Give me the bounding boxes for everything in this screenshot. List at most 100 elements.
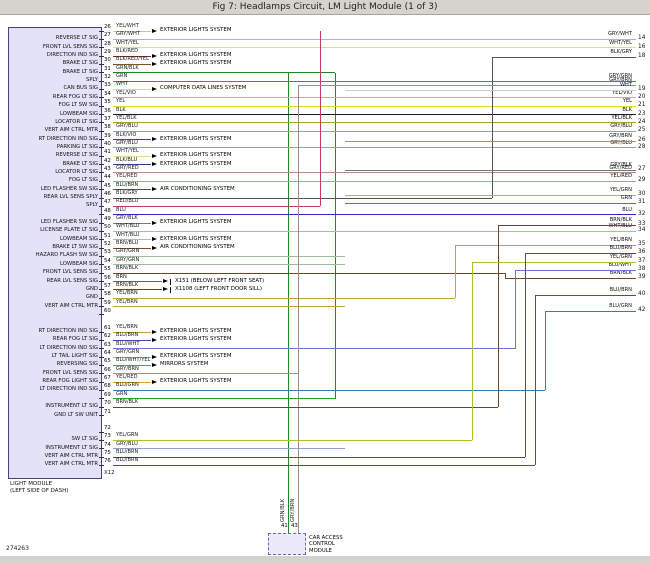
wire-horizontal: [113, 448, 345, 450]
right-pin-number: 18: [638, 53, 646, 59]
right-pin-number: 16: [638, 43, 646, 50]
signal-label: SPLY: [85, 202, 98, 209]
pin-number: 55: [104, 266, 111, 273]
bottom-pin-number: 43: [291, 523, 298, 529]
wire-horizontal: [99, 264, 104, 266]
arrowhead-icon: [152, 220, 157, 225]
right-pin-number: 37: [638, 258, 646, 264]
wire-horizontal: [113, 130, 636, 132]
pin-number: 49: [104, 216, 111, 223]
right-wire-label: BLU/WHT: [608, 262, 632, 268]
wire-horizontal: [99, 415, 104, 416]
wire-horizontal: [99, 456, 104, 458]
signal-label: LED FLASHER SW SIG: [40, 185, 98, 192]
arrowhead-icon: [152, 362, 157, 367]
right-pin-number: 33: [638, 221, 646, 227]
signal-label: BRAKE LT SIG: [62, 68, 98, 75]
right-pin-number: 30: [638, 191, 646, 197]
arrowhead-icon: [163, 279, 168, 283]
wire-horizontal: [99, 306, 104, 308]
wire-horizontal: [99, 214, 104, 216]
wire-horizontal: [113, 122, 636, 124]
pin-number: 40: [104, 140, 111, 147]
wire-color-label: BRN: [116, 273, 127, 280]
wire-vertical: [320, 31, 321, 207]
wire-color-label: GRY/BLU: [116, 123, 138, 130]
wire-horizontal: [113, 164, 151, 166]
system-label: EXTERIOR LIGHTS SYSTEM: [160, 235, 232, 242]
signal-label: GND LT SW UNIT: [54, 411, 98, 418]
wire-color-label: YEL/BLK: [116, 114, 137, 121]
right-pin-number: 20: [638, 93, 646, 100]
wire-horizontal: [113, 364, 151, 366]
wire-color-label: BLK/GRY: [116, 190, 138, 196]
right-pin-number: 27: [638, 166, 646, 172]
pin-number: 53: [104, 249, 111, 256]
right-pin-number: 14: [638, 35, 646, 42]
wire-color-label: BRN/BLK: [116, 399, 139, 406]
pin-number: 66: [104, 366, 111, 373]
pin-number: 43: [104, 165, 111, 172]
wire-horizontal: [113, 331, 151, 333]
signal-label: LOCATOR LT SIG: [55, 168, 98, 175]
signal-label: RT DIRECTION IND SIG: [38, 135, 98, 142]
wire-vertical: [335, 72, 336, 399]
wire-horizontal: [99, 439, 104, 441]
pin-number: 75: [104, 450, 111, 457]
wire-horizontal: [99, 247, 104, 249]
wire-horizontal: [113, 239, 151, 241]
wire-horizontal: [113, 189, 151, 191]
pin-number: 72: [104, 425, 111, 431]
right-pin-number: 26: [638, 137, 646, 143]
signal-label: GND: [85, 294, 98, 301]
wire-color-label: GRY/BLU: [116, 440, 138, 447]
pin-number: 69: [104, 391, 111, 398]
wire-horizontal: [113, 105, 636, 107]
pin-number: 35: [104, 99, 111, 106]
wire-color-label: WHT/YEL: [116, 39, 139, 46]
wire-color-label: BLK/RED/YEL: [116, 56, 149, 63]
pin-number: 39: [104, 132, 111, 139]
signal-label: FRONT LVL SENS SIG: [42, 369, 98, 376]
wire-horizontal: [113, 30, 151, 32]
wire-horizontal: [99, 97, 104, 99]
signal-label: SW LT SIG: [71, 436, 98, 443]
system-label: AIR CONDITIONING SYSTEM: [160, 185, 235, 192]
wire-horizontal: [99, 431, 104, 433]
signal-label: REAR FOG LT SIG: [52, 93, 98, 100]
right-wire-label: GRY/WHT: [608, 31, 632, 38]
wire-horizontal: [345, 140, 636, 142]
right-wire-label: YEL: [622, 98, 632, 105]
right-pin-number: 29: [638, 177, 646, 184]
wire-color-label: GRY/BLU: [116, 139, 138, 146]
system-label: EXTERIOR LIGHTS SYSTEM: [160, 135, 232, 142]
system-label: EXTERIOR LIGHTS SYSTEM: [160, 27, 232, 33]
wire-horizontal: [99, 180, 104, 182]
system-label: EXTERIOR LIGHTS SYSTEM: [160, 60, 232, 67]
signal-label: LOCATOR LT SIG: [55, 118, 98, 125]
wire-horizontal: [99, 155, 104, 157]
wire-horizontal: [113, 464, 535, 466]
pin-number: 33: [104, 82, 111, 89]
wire-color-label: WHT/BLU: [116, 231, 140, 238]
wire-horizontal: [99, 364, 104, 366]
bottom-wire-label: GRN/BLK: [280, 498, 286, 522]
wire-horizontal: [99, 147, 104, 149]
wire-horizontal: [99, 464, 104, 466]
wire-horizontal: [498, 224, 636, 226]
signal-label: LT DIRECTION IND SIG: [39, 344, 98, 351]
right-wire-label: YEL/BRN: [610, 237, 632, 243]
arrowhead-icon: [152, 28, 157, 33]
wire-color-label: GRN: [116, 390, 128, 397]
wire-horizontal: [99, 272, 104, 274]
wire-horizontal: [525, 252, 636, 254]
signal-label: LT DIRECTION IND SIG: [39, 386, 98, 393]
wire-horizontal: [99, 222, 104, 224]
pin-number: 74: [104, 441, 111, 448]
wire-horizontal: [99, 38, 104, 40]
wire-color-label: BLU/BRN: [116, 457, 139, 464]
wire-horizontal: [113, 272, 505, 274]
wire-horizontal: [113, 406, 498, 408]
pin-number: 59: [104, 299, 111, 306]
